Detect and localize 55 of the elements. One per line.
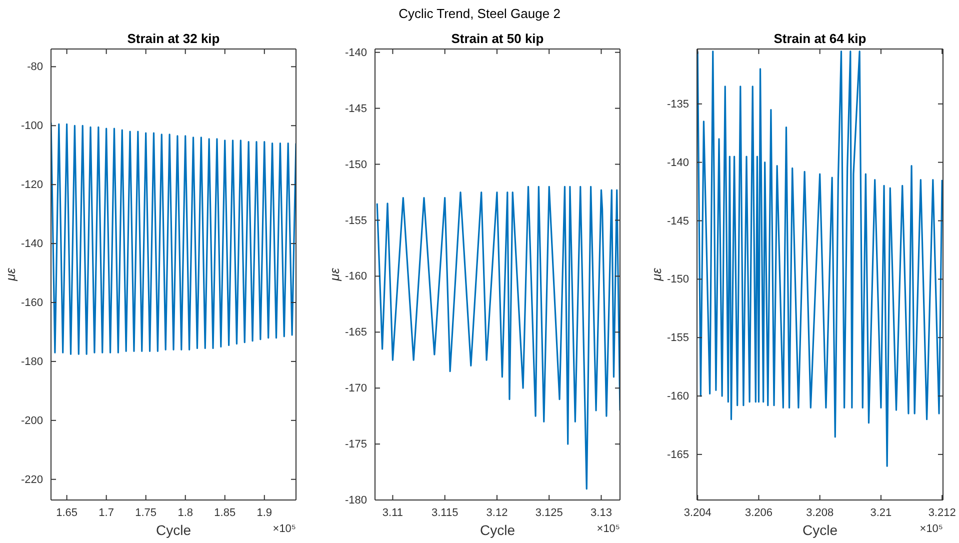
y-tick-label: -140 [344,46,367,59]
y-tick-label: -80 [27,61,43,74]
y-tick-label: -175 [344,438,367,451]
x-tick-label: 3.12 [486,506,508,519]
y-tick-label: -160 [344,270,367,283]
y-tick-label: -140 [20,238,43,250]
x-tick-label: 3.212 [928,506,956,519]
x-tick-label: 1.9 [256,506,272,519]
y-tick-label: -100 [20,120,43,132]
x-tick-label: 1.7 [98,506,114,519]
y-tick-label: -145 [666,215,689,228]
x-tick-label: 3.21 [870,506,892,519]
x-axis-title: Cycle [802,522,838,538]
y-axis-title: με [649,268,664,282]
y-tick-label: -200 [20,414,43,427]
text: ×10⁵ [272,523,296,535]
y-tick-label: -160 [20,297,43,310]
y-tick-label: -150 [344,158,367,171]
x-tick-label: 3.11 [382,506,404,519]
y-tick-label: -155 [666,332,689,344]
y-tick-label: -140 [666,156,689,169]
x-tick-label: 3.204 [684,506,712,519]
y-tick-label: -145 [344,102,367,115]
y-tick-label: -220 [20,474,43,486]
x-tick-label: 3.208 [806,506,834,519]
chart-title: Strain at 64 kip [774,31,866,46]
y-tick-label: -180 [20,356,43,368]
text: ×10⁵ [920,523,943,535]
x-tick-label: 1.65 [56,506,78,519]
y-tick-label: -180 [344,494,367,507]
x-tick-label: 3.115 [431,506,458,519]
text: Cyclic Trend, Steel Gauge 2 [398,6,560,21]
x-tick-label: 3.206 [744,506,772,519]
text: ×10⁵ [596,523,620,535]
y-tick-label: -160 [666,390,689,403]
x-tick-label: 3.13 [590,506,612,519]
y-tick-label: -150 [666,274,689,286]
x-axis-title: Cycle [480,522,516,538]
y-tick-label: -155 [344,214,367,227]
x-tick-label: 1.85 [214,506,236,519]
y-tick-label: -170 [344,382,367,395]
y-axis-title: με [327,268,342,282]
x-tick-label: 3.125 [535,506,563,519]
y-axis-title: με [3,268,18,282]
x-tick-label: 1.75 [135,506,157,519]
chart-title: Strain at 32 kip [127,31,220,46]
line-series [376,186,620,490]
y-tick-label: -165 [344,326,367,339]
y-tick-label: -135 [666,98,689,110]
y-tick-label: -120 [20,179,43,192]
x-axis-title: Cycle [156,522,192,538]
line-series [51,122,296,355]
chart-title: Strain at 50 kip [451,31,544,46]
x-tick-label: 1.8 [178,506,194,519]
y-tick-label: -165 [666,448,689,461]
